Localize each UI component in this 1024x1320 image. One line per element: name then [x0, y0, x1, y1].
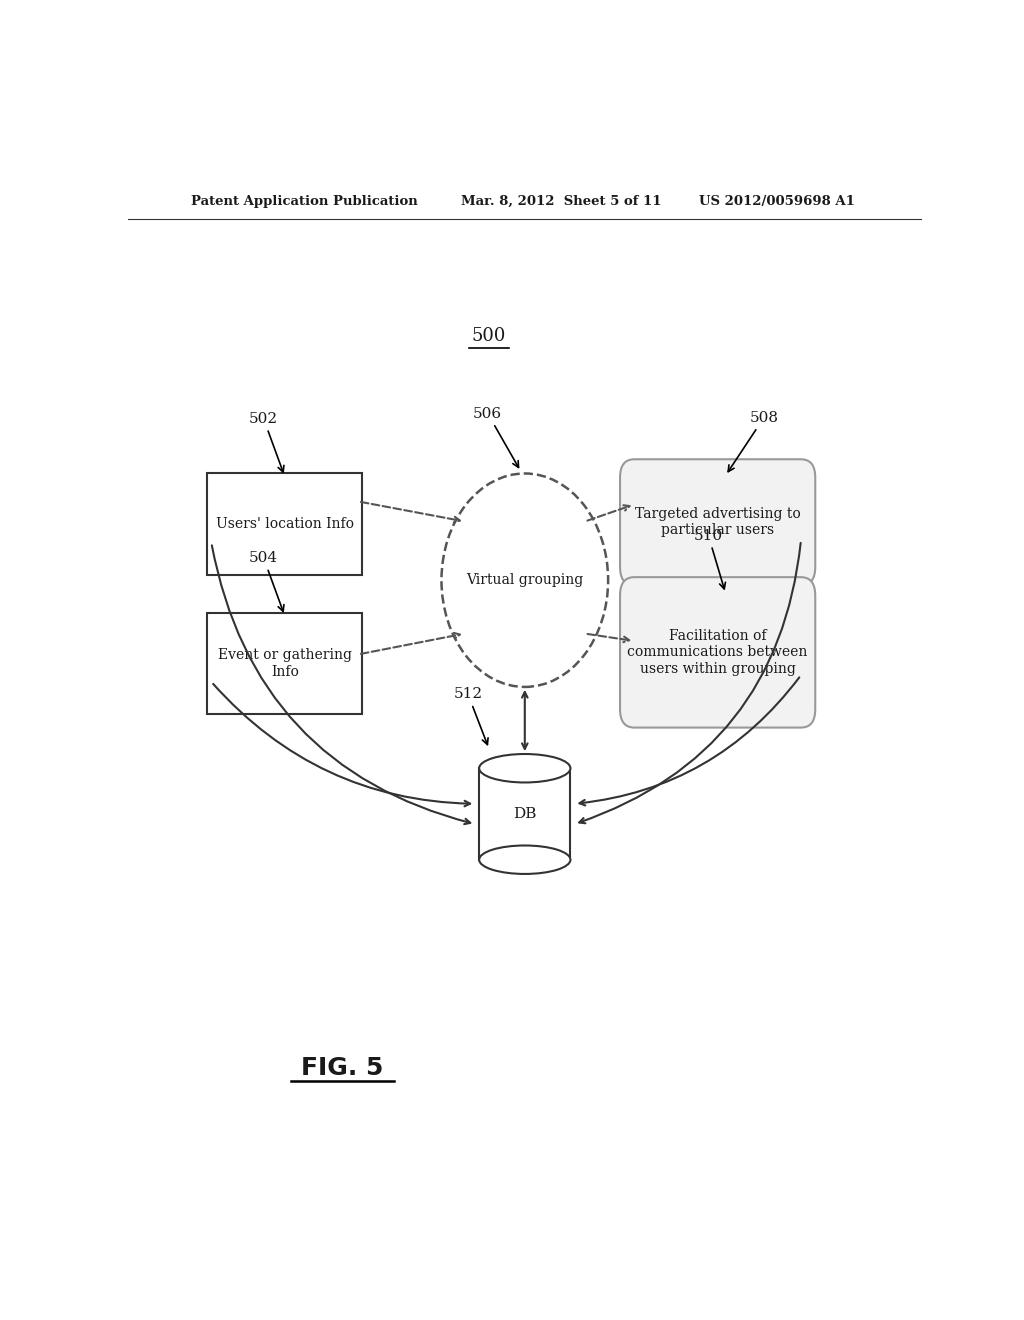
Text: DB: DB	[513, 807, 537, 821]
Text: Users' location Info: Users' location Info	[216, 517, 353, 532]
Text: Facilitation of
communications between
users within grouping: Facilitation of communications between u…	[628, 630, 808, 676]
Text: 510: 510	[694, 528, 725, 589]
Ellipse shape	[479, 754, 570, 783]
FancyBboxPatch shape	[620, 577, 815, 727]
Text: Patent Application Publication: Patent Application Publication	[191, 194, 418, 207]
Text: 504: 504	[249, 550, 284, 611]
FancyBboxPatch shape	[207, 474, 362, 576]
Ellipse shape	[479, 846, 570, 874]
Text: US 2012/0059698 A1: US 2012/0059698 A1	[699, 194, 855, 207]
Text: Targeted advertising to
particular users: Targeted advertising to particular users	[635, 507, 801, 537]
Text: 506: 506	[473, 407, 518, 467]
FancyBboxPatch shape	[207, 612, 362, 714]
Text: 500: 500	[472, 327, 506, 346]
Text: Event or gathering
Info: Event or gathering Info	[218, 648, 351, 678]
Bar	[479, 768, 570, 859]
Text: Virtual grouping: Virtual grouping	[466, 573, 584, 587]
FancyBboxPatch shape	[620, 459, 815, 585]
Text: 512: 512	[454, 688, 488, 744]
Text: FIG. 5: FIG. 5	[301, 1056, 383, 1080]
Text: 508: 508	[728, 411, 778, 471]
Text: 502: 502	[249, 412, 284, 473]
Text: Mar. 8, 2012  Sheet 5 of 11: Mar. 8, 2012 Sheet 5 of 11	[461, 194, 662, 207]
